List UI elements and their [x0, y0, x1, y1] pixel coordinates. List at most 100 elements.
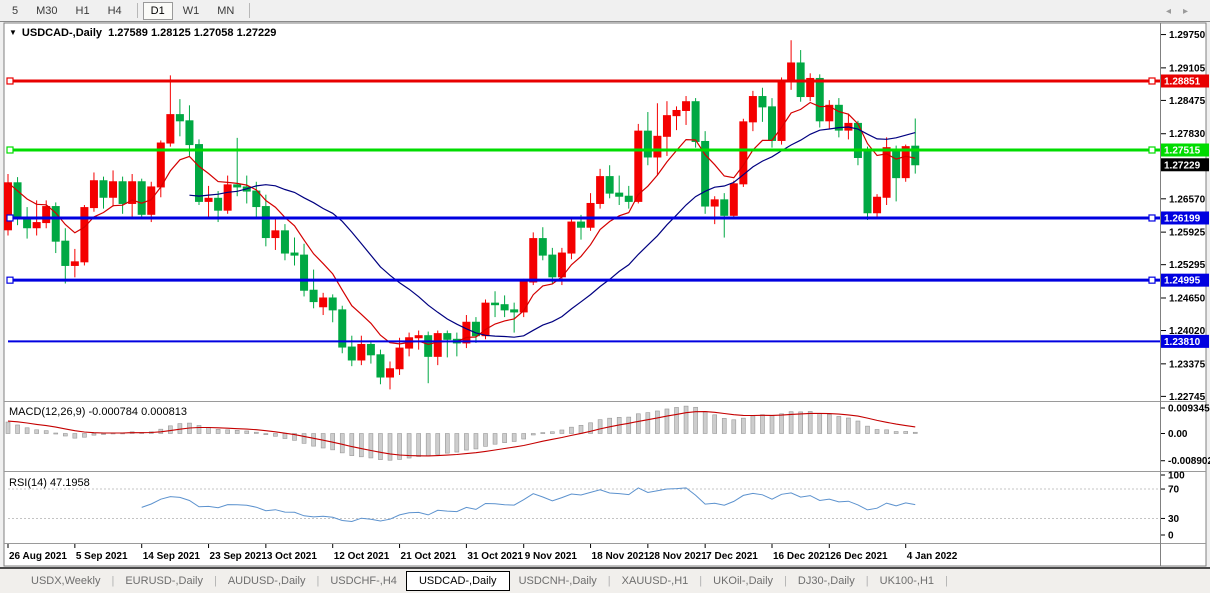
symbol-tab-ukoil[interactable]: UKOil-,Daily	[713, 575, 774, 587]
symbol-tab-usdchf[interactable]: USDCHF-,H4	[330, 575, 397, 587]
macd-bar	[34, 429, 39, 434]
line-handle[interactable]	[6, 77, 14, 85]
line-handle[interactable]	[1148, 146, 1156, 154]
candle-body	[519, 281, 528, 313]
symbol-tab-usdx[interactable]: USDX,Weekly	[31, 575, 101, 587]
candle-body	[768, 106, 776, 141]
timeframe-button-h4[interactable]: H4	[107, 4, 122, 17]
timeframe-button-m30[interactable]: M30	[36, 4, 58, 17]
line-handle[interactable]	[6, 214, 14, 222]
timeframe-button-w1[interactable]: W1	[182, 4, 200, 17]
candle-body	[23, 218, 32, 229]
macd-bar	[273, 433, 278, 437]
timeframe-button-h1[interactable]: H1	[75, 4, 90, 17]
macd-bar	[24, 427, 30, 434]
candle-body	[567, 221, 576, 254]
candle-body	[662, 115, 671, 137]
candle-body	[758, 96, 767, 108]
chart-title: ▼ USDCAD-,Daily 1.27589 1.28125 1.27058 1…	[9, 27, 276, 39]
date-axis-label: 31 Oct 2021	[467, 551, 523, 562]
candle-body	[424, 335, 433, 357]
macd-bar	[664, 408, 670, 434]
candle-body	[748, 96, 757, 123]
date-axis[interactable]: 26 Aug 2021 5 Sep 2021 14 Sep 2021 23 Sep 2…	[7, 544, 958, 562]
macd-bar	[836, 416, 842, 434]
macd-bar	[215, 429, 221, 434]
timeframe-button-mn[interactable]: MN	[217, 4, 235, 17]
price-badge	[1161, 211, 1209, 225]
tab-divider: |	[865, 575, 869, 587]
price-badge-label: 1.27515	[1164, 146, 1201, 157]
candle-body	[586, 202, 595, 228]
timeframe-button-d1[interactable]: D1	[142, 1, 173, 20]
macd-bar	[817, 413, 823, 434]
macd-bar	[387, 433, 393, 461]
macd-bar	[311, 433, 316, 447]
price-axis-label: 1.27830	[1169, 129, 1206, 140]
price-axis[interactable]: 1.29750 1.29105 1.28475 1.27830 1.26570 1.259…	[1161, 30, 1210, 542]
candle-body	[386, 368, 394, 378]
line-handle[interactable]	[1148, 276, 1156, 284]
date-axis-label: 14 Sep 2021	[143, 551, 201, 562]
symbol-tab-uk100[interactable]: UK100-,H1	[879, 575, 935, 587]
price-axis-label: 1.25295	[1169, 260, 1206, 271]
tab-scroll-left-icon[interactable]: ◂	[1165, 6, 1183, 17]
price-badge-label: 1.27229	[1164, 160, 1201, 171]
line-handle[interactable]	[6, 146, 14, 154]
date-axis-label: 16 Dec 2021	[773, 551, 831, 562]
tab-divider: |	[607, 575, 611, 587]
macd-bar	[473, 433, 479, 450]
macd-bar	[454, 433, 460, 453]
candle-body	[500, 304, 509, 311]
line-handle[interactable]	[6, 276, 14, 284]
candle-body	[185, 120, 194, 146]
symbol-tab-usdcad[interactable]: USDCAD-,Daily	[405, 571, 510, 591]
macd-bar	[540, 432, 546, 434]
macd-bar	[234, 430, 240, 434]
candle-body	[109, 181, 118, 198]
date-axis-label: 26 Aug 2021	[9, 551, 67, 562]
price-axis-label: 1.23375	[1169, 359, 1206, 370]
candle-body	[624, 195, 633, 202]
date-axis-label: 26 Dec 2021	[830, 551, 888, 562]
macd-bar	[559, 429, 565, 434]
macd-bar	[492, 433, 498, 445]
candle-body	[605, 176, 614, 194]
timeframe-button-5[interactable]: 5	[12, 4, 19, 17]
macd-bar	[645, 412, 651, 434]
price-axis-label: 1.24650	[1169, 293, 1206, 304]
macd-bar	[263, 433, 269, 435]
candle-body	[118, 181, 127, 204]
symbol-tab-eurusd[interactable]: EURUSD-,Daily	[125, 575, 203, 587]
candle-body	[682, 101, 691, 111]
symbol-tab-dj30[interactable]: DJ30-,Daily	[797, 575, 855, 587]
price-axis-label: 1.22745	[1169, 392, 1206, 403]
symbol-tab-xauusd[interactable]: XAUUSD-,H1	[621, 575, 689, 587]
symbol-tab-usdcnh[interactable]: USDCNH-,Daily	[518, 575, 597, 587]
candle-body	[548, 254, 557, 278]
tab-scroll-right-icon[interactable]: ▸	[1182, 6, 1200, 17]
macd-axis-label: 0.009345	[1168, 404, 1210, 415]
tab-divider: |	[213, 575, 217, 587]
line-handle[interactable]	[1148, 77, 1156, 85]
line-handle[interactable]	[1148, 214, 1156, 222]
candle-body	[32, 222, 41, 229]
macd-signal-line	[7, 411, 916, 457]
price-axis-label: 1.28475	[1169, 96, 1206, 107]
macd-bar	[397, 433, 402, 460]
candle-body	[290, 252, 299, 256]
chart-ohlc-values: 1.27589 1.28125 1.27058 1.27229	[108, 27, 277, 39]
price-badge	[1161, 273, 1209, 287]
candle-body	[806, 77, 815, 98]
macd-bar	[846, 417, 851, 434]
candle-body	[443, 333, 452, 340]
timeframe-toolbar: 5 M30 H1 H4 D1 W1 MN	[0, 0, 1210, 22]
macd-bar	[435, 433, 441, 455]
candle-body	[834, 104, 843, 131]
date-axis-label: 18 Nov 2021	[592, 551, 650, 562]
symbol-tab-audusd[interactable]: AUDUSD-,Daily	[227, 575, 306, 587]
rsi-axis-label: 0	[1168, 531, 1174, 542]
rsi-line	[141, 487, 916, 523]
macd-bar	[893, 431, 899, 434]
